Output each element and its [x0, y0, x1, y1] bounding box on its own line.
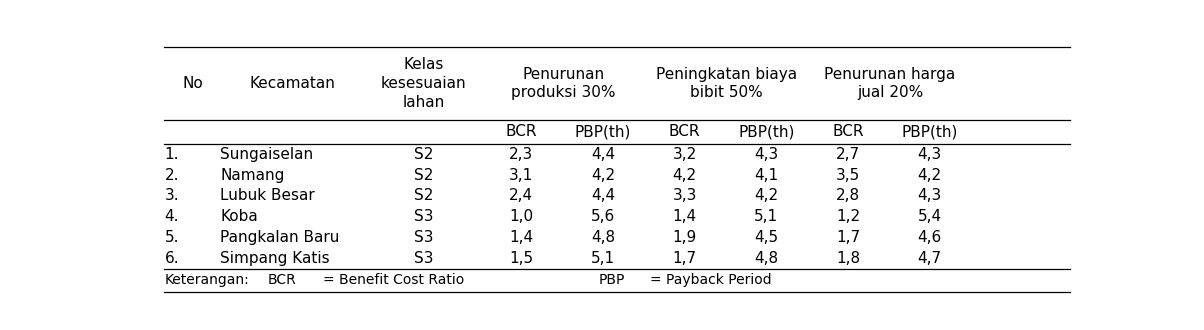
Text: Keterangan:: Keterangan: — [165, 273, 249, 287]
Text: 4,8: 4,8 — [591, 230, 615, 245]
Text: 4,6: 4,6 — [917, 230, 942, 245]
Text: 1,8: 1,8 — [836, 251, 860, 266]
Text: 1,7: 1,7 — [836, 230, 860, 245]
Text: Kelas
kesesuaian
lahan: Kelas kesesuaian lahan — [380, 57, 466, 110]
Text: Namang: Namang — [220, 168, 285, 182]
Text: 3,5: 3,5 — [836, 168, 860, 182]
Text: 2,4: 2,4 — [509, 188, 533, 203]
Text: 4,2: 4,2 — [673, 168, 697, 182]
Text: S3: S3 — [414, 251, 433, 266]
Text: 5,1: 5,1 — [754, 209, 779, 224]
Text: PBP(th): PBP(th) — [738, 124, 795, 139]
Text: Penurunan harga
jual 20%: Penurunan harga jual 20% — [825, 67, 956, 100]
Text: 4,2: 4,2 — [917, 168, 942, 182]
Text: 1,0: 1,0 — [509, 209, 533, 224]
Text: 4,1: 4,1 — [754, 168, 779, 182]
Text: 3,2: 3,2 — [673, 147, 697, 162]
Text: 4,2: 4,2 — [591, 168, 615, 182]
Text: S2: S2 — [414, 168, 433, 182]
Text: S2: S2 — [414, 188, 433, 203]
Text: BCR: BCR — [669, 124, 701, 139]
Text: 3.: 3. — [165, 188, 179, 203]
Text: 3,3: 3,3 — [673, 188, 697, 203]
Text: S3: S3 — [414, 230, 433, 245]
Text: 2,3: 2,3 — [509, 147, 533, 162]
Text: 4.: 4. — [165, 209, 179, 224]
Text: 5,4: 5,4 — [917, 209, 942, 224]
Text: 4,3: 4,3 — [917, 188, 942, 203]
Text: 4,8: 4,8 — [754, 251, 779, 266]
Text: S3: S3 — [414, 209, 433, 224]
Text: 4,5: 4,5 — [754, 230, 779, 245]
Text: No: No — [182, 76, 202, 91]
Text: PBP(th): PBP(th) — [574, 124, 631, 139]
Text: Simpang Katis: Simpang Katis — [220, 251, 330, 266]
Text: 2.: 2. — [165, 168, 179, 182]
Text: 4,2: 4,2 — [754, 188, 779, 203]
Text: 2,7: 2,7 — [836, 147, 860, 162]
Text: 4,7: 4,7 — [917, 251, 942, 266]
Text: 1,4: 1,4 — [509, 230, 533, 245]
Text: 1,9: 1,9 — [673, 230, 697, 245]
Text: Sungaiselan: Sungaiselan — [220, 147, 313, 162]
Text: Koba: Koba — [220, 209, 258, 224]
Text: 5,1: 5,1 — [591, 251, 615, 266]
Text: 1,4: 1,4 — [673, 209, 697, 224]
Text: 4,4: 4,4 — [591, 188, 615, 203]
Text: = Benefit Cost Ratio: = Benefit Cost Ratio — [323, 273, 465, 287]
Text: 1,2: 1,2 — [836, 209, 860, 224]
Text: = Payback Period: = Payback Period — [650, 273, 772, 287]
Text: Pangkalan Baru: Pangkalan Baru — [220, 230, 340, 245]
Text: Kecamatan: Kecamatan — [250, 76, 336, 91]
Text: 3,1: 3,1 — [509, 168, 533, 182]
Text: Peningkatan biaya
bibit 50%: Peningkatan biaya bibit 50% — [656, 67, 797, 100]
Text: BCR: BCR — [506, 124, 537, 139]
Text: 2,8: 2,8 — [836, 188, 860, 203]
Text: 5,6: 5,6 — [591, 209, 615, 224]
Text: Penurunan
produksi 30%: Penurunan produksi 30% — [512, 67, 615, 100]
Text: 1.: 1. — [165, 147, 179, 162]
Text: S2: S2 — [414, 147, 433, 162]
Text: 4,3: 4,3 — [917, 147, 942, 162]
Text: BCR: BCR — [832, 124, 863, 139]
Text: 5.: 5. — [165, 230, 179, 245]
Text: 1,7: 1,7 — [673, 251, 697, 266]
Text: PBP(th): PBP(th) — [902, 124, 958, 139]
Text: 6.: 6. — [165, 251, 179, 266]
Text: 1,5: 1,5 — [509, 251, 533, 266]
Text: BCR: BCR — [267, 273, 296, 287]
Text: 4,4: 4,4 — [591, 147, 615, 162]
Text: PBP: PBP — [598, 273, 625, 287]
Text: 4,3: 4,3 — [754, 147, 779, 162]
Text: Lubuk Besar: Lubuk Besar — [220, 188, 315, 203]
